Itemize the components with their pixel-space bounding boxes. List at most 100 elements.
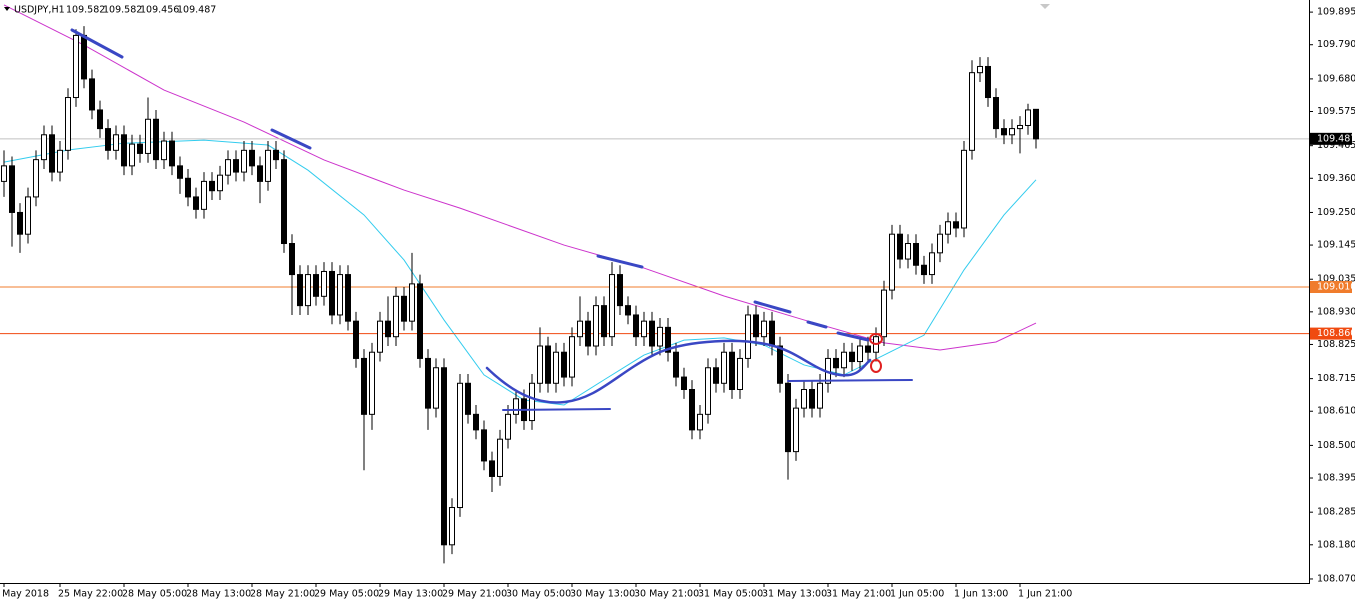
candle-body [849, 351, 855, 363]
x-tick-label: 30 May 05:00 [506, 589, 571, 600]
candle-body [401, 295, 407, 322]
candle-body [969, 72, 975, 151]
candle-body [33, 159, 39, 198]
candle-body [385, 320, 391, 338]
candle-body [241, 149, 247, 173]
candle-body [705, 367, 711, 415]
candle-body [153, 118, 159, 161]
candle-body [617, 274, 623, 307]
candle-body [329, 270, 335, 316]
candle-body [985, 65, 991, 99]
candle-body [361, 357, 367, 415]
candle-body [433, 367, 439, 409]
candle-body [169, 140, 175, 167]
candle-body [145, 118, 151, 154]
candle-body [17, 211, 23, 235]
candle-body [1017, 124, 1023, 130]
candle-body [497, 438, 503, 477]
candle-body [225, 159, 231, 176]
candle-body [193, 196, 199, 210]
candle-body [57, 149, 63, 173]
level-box [1310, 327, 1352, 340]
candle-body [457, 382, 463, 509]
low-value: 109.456 [140, 5, 179, 16]
candle-body [913, 243, 919, 266]
y-tick-label: 109.790 [1317, 39, 1355, 50]
candle-body [137, 143, 143, 154]
candle-body [73, 34, 79, 99]
candle-body [729, 351, 735, 390]
candle-body [177, 165, 183, 179]
candle-body [881, 289, 887, 338]
y-tick-label: 109.575 [1317, 106, 1355, 117]
candle-body [353, 320, 359, 359]
y-tick-label: 109.145 [1317, 240, 1355, 251]
candle-body [105, 128, 111, 151]
candle-body [281, 159, 287, 245]
high-value: 109.582 [103, 5, 142, 16]
candle-body [337, 274, 343, 316]
candle-body [721, 351, 727, 384]
candle-body [113, 134, 119, 151]
candle-body [201, 180, 207, 210]
y-tick-label: 108.610 [1317, 406, 1355, 417]
y-tick-label: 108.500 [1317, 440, 1355, 451]
trend-mark [70, 28, 124, 59]
candle-body [745, 314, 751, 359]
candle-body [233, 159, 239, 173]
candle-body [673, 351, 679, 378]
candle-body [657, 326, 663, 347]
candle-body [217, 174, 223, 192]
candle-body [905, 243, 911, 260]
candle-body [945, 221, 951, 235]
x-tick-label: 1 Jun 21:00 [1018, 589, 1072, 600]
candle-body [633, 314, 639, 338]
candle-body [209, 180, 215, 192]
candle-body [25, 196, 31, 235]
candle-body [801, 388, 807, 409]
y-tick-label: 109.895 [1317, 7, 1355, 18]
x-tick-label: 28 May 21:00 [250, 589, 315, 600]
candle-body [273, 149, 279, 161]
candle-body [417, 283, 423, 359]
y-tick-label: 108.395 [1317, 473, 1355, 484]
candle-body [857, 345, 863, 363]
candle-body [769, 320, 775, 347]
y-tick-label: 108.180 [1317, 539, 1355, 550]
y-tick-label: 109.680 [1317, 73, 1355, 84]
candle-body [993, 97, 999, 130]
candle-body [841, 351, 847, 369]
candle-body [449, 507, 455, 546]
candle-body [529, 382, 535, 422]
y-tick-label: 108.285 [1317, 507, 1355, 518]
candle-body [929, 252, 935, 276]
candle-body [609, 274, 615, 338]
y-tick-label: 108.715 [1317, 373, 1355, 384]
x-tick-label: 30 May 21:00 [634, 589, 699, 600]
x-tick-label: 28 May 05:00 [122, 589, 187, 600]
x-tick-label: 28 May 13:00 [186, 589, 251, 600]
candle-body [889, 233, 895, 291]
candle-body [713, 367, 719, 384]
candle-body [305, 274, 311, 307]
candle-body [81, 34, 87, 80]
support-line [502, 408, 611, 411]
header-icon [4, 7, 10, 11]
candle-body [1009, 128, 1015, 136]
level-label: 108.860 [1317, 328, 1355, 339]
candle-body [561, 351, 567, 378]
x-tick-label: 29 May 13:00 [378, 589, 443, 600]
y-tick-label: 108.825 [1317, 339, 1355, 350]
moving-average [3, 4, 1037, 351]
candle-body [313, 274, 319, 297]
support-line [787, 379, 913, 382]
candle-body [265, 149, 271, 182]
candle-body [185, 177, 191, 198]
symbol: USDJPY,H1 [14, 5, 65, 16]
candle-body [297, 274, 303, 307]
trend-mark [753, 300, 792, 314]
y-tick-label: 109.465 [1317, 140, 1355, 151]
trend-mark [270, 128, 312, 150]
x-tick-label: 25 May 22:00 [58, 589, 123, 600]
candle-body [257, 165, 263, 182]
